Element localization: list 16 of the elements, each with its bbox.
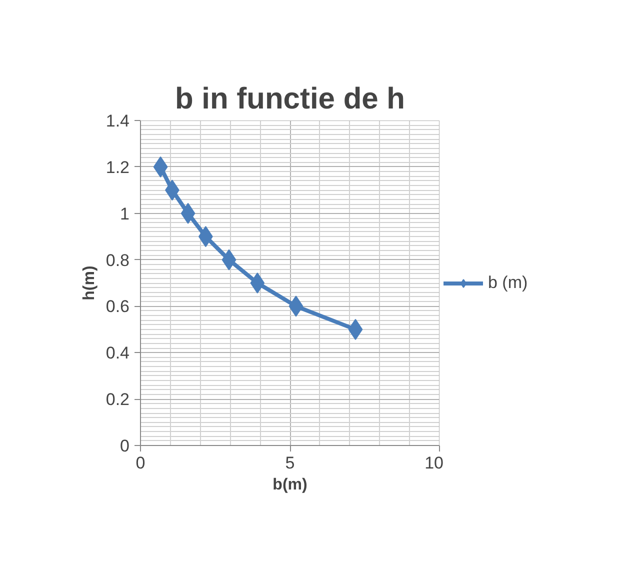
x-tick-label: 0	[136, 454, 146, 472]
y-tick-label: 1.2	[106, 158, 130, 177]
y-tick-label: 0.6	[106, 297, 130, 316]
x-axis-title: b(m)	[272, 476, 308, 494]
chart-title: b in functie de h	[175, 82, 405, 116]
y-tick-label: 1.4	[106, 112, 130, 130]
legend-label: b (m)	[488, 272, 528, 292]
x-tick-label: 5	[285, 454, 295, 472]
point	[250, 272, 265, 294]
y-tick-label: 0.2	[106, 390, 130, 410]
x-tick-label: 10	[424, 454, 444, 472]
y-tick-label: 0.4	[106, 344, 130, 363]
y-axis-title: h(m)	[80, 266, 98, 300]
y-tick-label: 0.8	[106, 250, 130, 270]
y-tick-label: 0	[120, 436, 130, 456]
y-tick-label: 1	[120, 204, 130, 224]
